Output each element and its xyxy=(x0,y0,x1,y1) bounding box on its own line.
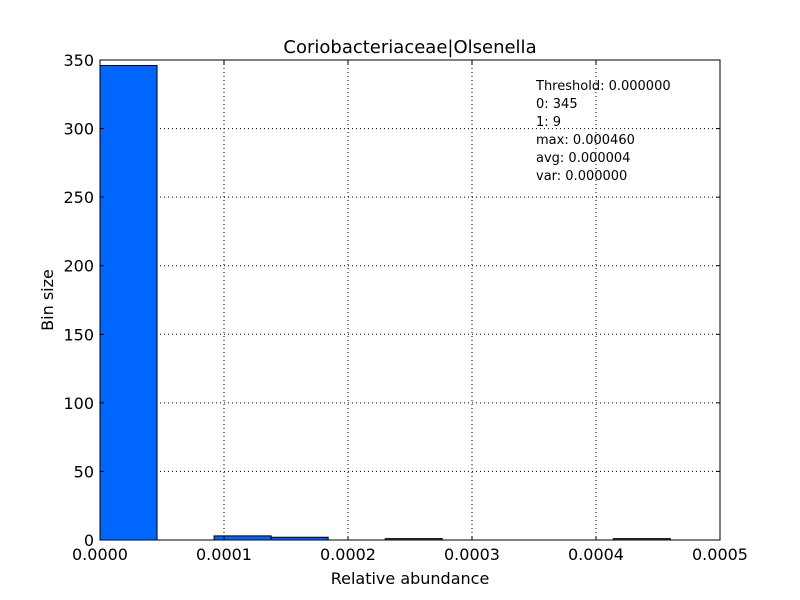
y-tick-label: 350 xyxy=(63,51,94,70)
histogram-bar xyxy=(213,535,272,541)
x-tick-label: 0.0001 xyxy=(196,545,252,564)
x-tick-label: 0.0000 xyxy=(72,545,128,564)
y-axis-label: Bin size xyxy=(38,269,57,331)
x-tick-labels: 0.0000 0.0001 0.0002 0.0003 0.0004 0.0005 xyxy=(72,545,748,564)
y-tick-label: 250 xyxy=(63,188,94,207)
x-tick-label: 0.0004 xyxy=(568,545,624,564)
stats-annotation: Threshold: 0.000000 0: 345 1: 9 max: 0.0… xyxy=(535,79,671,184)
chart-title: Coriobacteriaceae|Olsenella xyxy=(283,37,536,58)
annotation-line-var: var: 0.000000 xyxy=(536,169,627,184)
x-axis-label: Relative abundance xyxy=(331,569,490,588)
annotation-line-one-count: 1: 9 xyxy=(536,115,561,130)
grid-lines xyxy=(100,60,720,540)
y-tick-labels: 0 50 100 150 200 250 300 350 xyxy=(63,51,94,550)
axis-ticks xyxy=(99,59,721,541)
histogram-bar xyxy=(99,64,158,541)
annotation-line-threshold: Threshold: 0.000000 xyxy=(535,79,671,94)
annotation-line-max: max: 0.000460 xyxy=(536,133,635,148)
y-tick-label: 50 xyxy=(74,462,94,481)
annotation-line-avg: avg: 0.000004 xyxy=(536,151,630,166)
y-tick-label: 200 xyxy=(63,257,94,276)
x-tick-label: 0.0003 xyxy=(444,545,500,564)
annotation-line-zero-count: 0: 345 xyxy=(536,97,578,112)
plot-frame xyxy=(99,59,721,541)
y-tick-label: 100 xyxy=(63,394,94,413)
y-tick-label: 150 xyxy=(63,325,94,344)
x-tick-label: 0.0002 xyxy=(320,545,376,564)
y-tick-label: 0 xyxy=(84,531,94,550)
x-tick-label: 0.0005 xyxy=(692,545,748,564)
y-tick-label: 300 xyxy=(63,120,94,139)
